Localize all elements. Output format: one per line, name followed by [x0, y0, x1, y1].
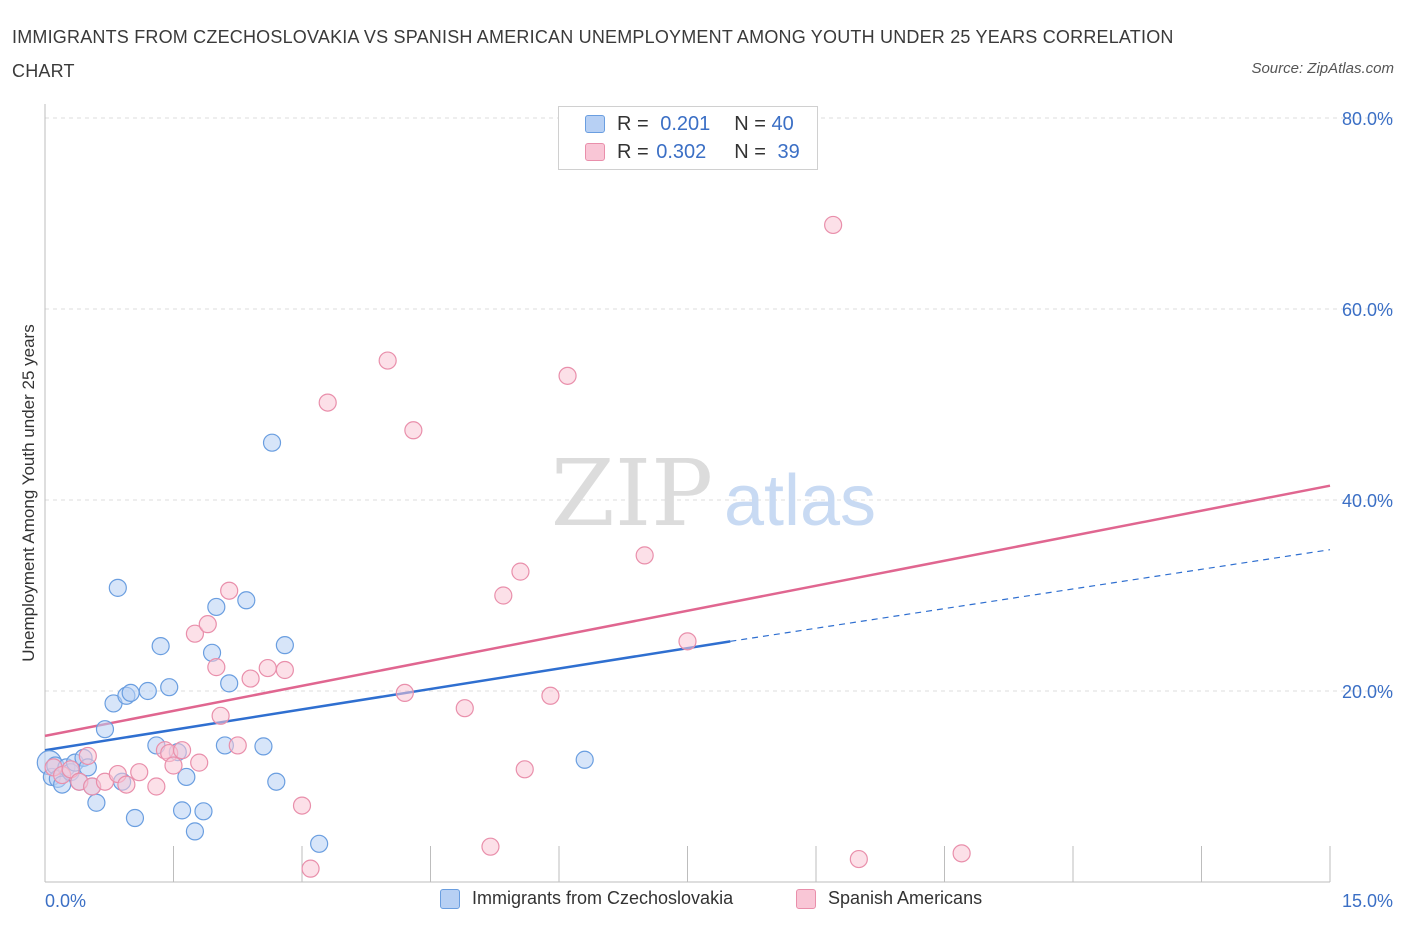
legend-row-spanish: R = 0.302 N = 39 [585, 139, 800, 165]
point-czechoslovakia [237, 591, 256, 610]
point-spanish [241, 669, 260, 688]
y-axis-label: Unemployment Among Youth under 25 years [19, 324, 38, 661]
n-label: N = [734, 112, 766, 135]
point-spanish [318, 393, 337, 412]
point-spanish [515, 760, 534, 779]
point-spanish [395, 683, 414, 703]
n-label: N = [734, 140, 766, 163]
point-spanish [849, 849, 868, 869]
source-label: Source: ZipAtlas.com [1251, 60, 1394, 77]
point-czechoslovakia [177, 767, 196, 787]
point-spanish [130, 763, 149, 782]
n-value-czechoslovakia: 40 [771, 112, 794, 135]
point-czechoslovakia [160, 678, 179, 697]
r-value-spanish: 0.302 [656, 140, 707, 163]
point-spanish [228, 736, 247, 755]
trend-lines [44, 484, 1331, 752]
point-czechoslovakia [138, 681, 157, 701]
legend-row-czechoslovakia: R = 0.201 N = 40 [585, 111, 794, 137]
legend-swatch-blue [585, 115, 605, 133]
point-spanish [952, 844, 971, 863]
axes [44, 104, 1331, 883]
y-tick-label: 80.0% [1342, 109, 1393, 129]
point-czechoslovakia [275, 636, 294, 655]
point-spanish [207, 658, 226, 677]
point-spanish [275, 660, 294, 680]
point-czechoslovakia [87, 793, 106, 812]
watermark: ZIP atlas [551, 440, 876, 547]
legend-label-spanish: Spanish Americans [828, 888, 983, 908]
point-spanish [678, 632, 697, 651]
x-tick-label: 15.0% [1342, 891, 1393, 911]
y-tick-label: 40.0% [1342, 491, 1393, 511]
point-spanish [378, 351, 397, 370]
point-czechoslovakia [121, 683, 140, 703]
trend-line-spanish [44, 484, 1331, 738]
point-spanish [172, 741, 192, 760]
point-czechoslovakia [125, 808, 145, 828]
point-spanish [78, 746, 97, 766]
legend-label-czechoslovakia: Immigrants from Czechoslovakia [472, 888, 734, 908]
point-czechoslovakia [108, 578, 127, 597]
point-spanish [164, 756, 183, 775]
point-spanish [635, 546, 654, 565]
point-czechoslovakia [262, 433, 282, 452]
chart-title: IMMIGRANTS FROM CZECHOSLOVAKIA VS SPANIS… [12, 27, 1174, 81]
point-spanish [541, 686, 560, 705]
n-value-spanish: 39 [777, 140, 800, 163]
watermark-atlas: atlas [724, 461, 876, 541]
point-czechoslovakia [267, 772, 286, 791]
point-czechoslovakia [95, 720, 115, 739]
r-value-czechoslovakia: 0.201 [660, 112, 711, 135]
point-spanish [258, 658, 277, 678]
point-czechoslovakia [254, 737, 273, 756]
point-czechoslovakia [575, 750, 594, 769]
data-points [36, 215, 971, 878]
point-czechoslovakia [207, 597, 226, 617]
point-spanish [494, 586, 513, 605]
point-czechoslovakia [172, 801, 192, 820]
point-czechoslovakia [151, 637, 170, 656]
r-label: R = [617, 140, 649, 163]
point-spanish [404, 421, 423, 440]
point-spanish [511, 562, 530, 581]
point-spanish [301, 859, 320, 878]
point-spanish [292, 796, 312, 815]
legend-swatch-blue [440, 888, 460, 909]
point-spanish [558, 366, 577, 385]
point-spanish [481, 837, 500, 856]
tick-labels: 20.0% 40.0% 60.0% 80.0% 0.0% 15.0% [45, 109, 1393, 911]
point-spanish [198, 615, 217, 634]
legend-swatch-pink [796, 888, 816, 909]
point-spanish [147, 777, 166, 796]
r-label: R = [617, 112, 649, 135]
legend-item-czechoslovakia[interactable]: Immigrants from Czechoslovakia [440, 888, 733, 909]
point-spanish [185, 624, 205, 643]
trend-line-czechoslovakia-projection [730, 549, 1331, 642]
correlation-legend: R = 0.201 N = 40 R = 0.302 N = 39 [558, 106, 818, 170]
watermark-zip: ZIP [551, 440, 713, 547]
point-spanish [117, 775, 136, 794]
x-tick-label: 0.0% [45, 891, 86, 911]
point-czechoslovakia [310, 834, 329, 853]
legend-swatch-pink [585, 143, 605, 161]
point-czechoslovakia [194, 802, 213, 821]
legend-item-spanish[interactable]: Spanish Americans [796, 888, 982, 909]
point-spanish [220, 581, 239, 600]
y-tick-label: 20.0% [1342, 682, 1393, 702]
point-spanish [455, 699, 474, 718]
trend-line-czechoslovakia [44, 640, 731, 752]
y-tick-label: 60.0% [1342, 300, 1393, 320]
point-spanish [824, 215, 843, 235]
point-spanish [61, 760, 80, 779]
point-spanish [190, 753, 209, 772]
point-spanish [211, 706, 230, 725]
point-czechoslovakia [220, 674, 239, 693]
point-czechoslovakia [185, 822, 205, 841]
